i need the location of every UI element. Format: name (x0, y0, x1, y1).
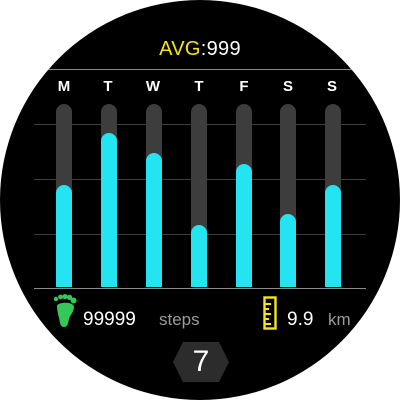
bar (56, 185, 72, 287)
bar (101, 133, 117, 287)
bar-track (56, 104, 72, 287)
bottom-divider (34, 288, 366, 289)
steps-unit: steps (159, 310, 200, 329)
distance-unit: km (328, 310, 351, 329)
bar (146, 153, 162, 287)
page-indicator[interactable]: 7 (192, 345, 210, 378)
bar-track (325, 104, 341, 287)
bar-track (280, 104, 296, 287)
day-label: M (57, 78, 71, 95)
footprint-icon (53, 294, 77, 327)
avg-separator: : (200, 38, 207, 60)
bar (236, 164, 252, 287)
day-label: F (239, 78, 249, 95)
day-label: W (145, 78, 161, 95)
bar (280, 214, 296, 287)
bar-track (236, 104, 252, 287)
bar-track (146, 104, 162, 287)
steps-value: 99999 (83, 309, 136, 330)
bar (325, 185, 341, 287)
bar-track (191, 104, 207, 287)
day-label: T (194, 78, 204, 95)
bar (191, 225, 207, 287)
hexagon-icon (173, 342, 229, 382)
top-divider (34, 69, 366, 70)
avg-label: AVG (159, 38, 201, 60)
bar-track (101, 104, 117, 287)
avg-value: 999 (206, 38, 241, 60)
day-label: T (103, 78, 113, 95)
average-readout: AVG:999 (0, 38, 400, 61)
distance-value: 9.9 (287, 309, 314, 330)
day-label: S (326, 78, 337, 95)
ruler-icon (263, 296, 277, 330)
day-label: S (282, 78, 293, 95)
